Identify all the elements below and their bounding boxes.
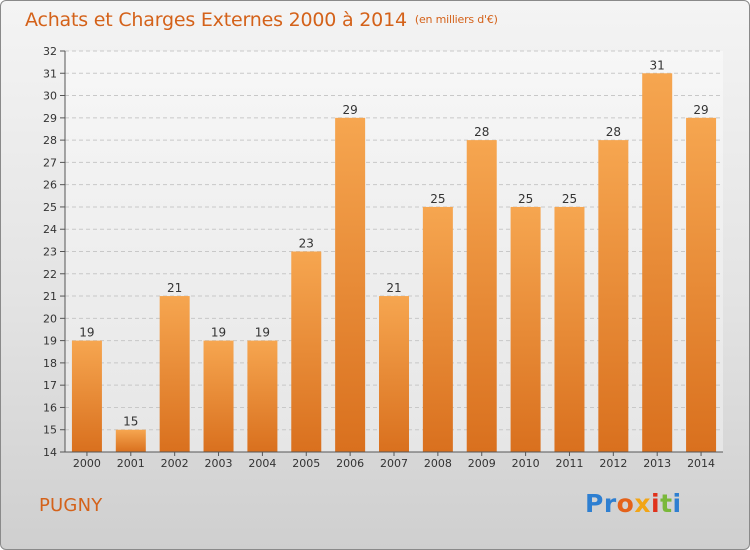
- proxiti-logo: Proxiti: [585, 489, 682, 518]
- bar: [642, 73, 673, 453]
- bar-value-label: 15: [123, 415, 138, 429]
- bar-value-label: 29: [342, 103, 357, 117]
- y-tick-label: 22: [43, 268, 57, 281]
- y-tick-label: 26: [43, 179, 57, 192]
- bar-value-label: 25: [518, 192, 533, 206]
- y-tick-label: 31: [43, 67, 57, 80]
- y-tick-label: 25: [43, 201, 57, 214]
- y-tick-label: 18: [43, 357, 57, 370]
- logo-part: Pr: [585, 489, 617, 518]
- x-tick-label: 2000: [73, 457, 101, 470]
- commune-name: PUGNY: [39, 495, 103, 516]
- bar: [686, 117, 717, 452]
- bar-value-label: 19: [255, 326, 270, 340]
- y-tick-label: 19: [43, 335, 57, 348]
- bar-value-label: 28: [474, 125, 489, 139]
- y-tick-label: 21: [43, 290, 57, 303]
- bar-value-label: 29: [693, 103, 708, 117]
- bar: [422, 206, 453, 452]
- x-tick-label: 2001: [117, 457, 145, 470]
- x-tick-label: 2010: [512, 457, 540, 470]
- title-text: Achats et Charges Externes 2000 à 2014: [25, 9, 407, 31]
- logo-part: x: [634, 489, 651, 518]
- bar: [335, 117, 366, 452]
- bar-value-label: 31: [650, 58, 665, 72]
- bar: [291, 251, 322, 452]
- x-tick-label: 2007: [380, 457, 408, 470]
- logo-part: i: [650, 489, 661, 518]
- bar: [466, 140, 497, 452]
- logo-part: t: [660, 489, 673, 518]
- x-tick-label: 2005: [292, 457, 320, 470]
- y-tick-label: 24: [43, 223, 57, 236]
- x-tick-label: 2006: [336, 457, 364, 470]
- x-tick-label: 2013: [643, 457, 671, 470]
- logo-part: o: [616, 489, 635, 518]
- bar-value-label: 21: [386, 281, 401, 295]
- x-tick-label: 2011: [555, 457, 583, 470]
- bar: [203, 340, 234, 452]
- bar: [379, 296, 409, 452]
- bars: [71, 73, 717, 453]
- x-tick-label: 2008: [424, 457, 452, 470]
- bar: [159, 296, 190, 452]
- bar: [115, 429, 146, 452]
- y-tick-label: 28: [43, 134, 57, 147]
- chart-subtitle: (en milliers d'€): [414, 13, 498, 26]
- bar: [247, 340, 278, 452]
- x-tick-label: 2012: [599, 457, 627, 470]
- bar-value-label: 25: [430, 192, 445, 206]
- axes: [60, 50, 723, 456]
- bar-value-label: 23: [299, 237, 314, 251]
- y-tick-label: 27: [43, 156, 57, 169]
- bar: [598, 140, 629, 452]
- logo-part: i: [672, 489, 682, 518]
- x-tick-label: 2004: [248, 457, 276, 470]
- y-tick-label: 23: [43, 246, 57, 259]
- bar: [71, 340, 102, 452]
- y-tick-label: 14: [43, 446, 57, 459]
- y-tick-label: 29: [43, 112, 57, 125]
- chart-title: Achats et Charges Externes 2000 à 2014 (e…: [25, 9, 498, 31]
- y-tick-label: 20: [43, 312, 57, 325]
- bar: [510, 206, 541, 452]
- bar: [554, 206, 585, 452]
- y-tick-label: 16: [43, 401, 57, 414]
- bar-value-label: 25: [562, 192, 577, 206]
- x-tick-label: 2009: [468, 457, 496, 470]
- bar-value-label: 28: [606, 125, 621, 139]
- x-tick-label: 2002: [161, 457, 189, 470]
- y-tick-label: 17: [43, 379, 57, 392]
- bar-value-label: 19: [211, 326, 226, 340]
- bar-value-label: 19: [79, 326, 94, 340]
- labels: 14 15 16 17 18 19 20 21 22 23 24 25 26 27 28 29 30 31 32 19…: [43, 45, 715, 470]
- x-tick-label: 2014: [687, 457, 715, 470]
- y-tick-label: 32: [43, 45, 57, 58]
- x-tick-label: 2003: [205, 457, 233, 470]
- bar-value-label: 21: [167, 281, 182, 295]
- y-tick-label: 15: [43, 424, 57, 437]
- y-tick-label: 30: [43, 90, 57, 103]
